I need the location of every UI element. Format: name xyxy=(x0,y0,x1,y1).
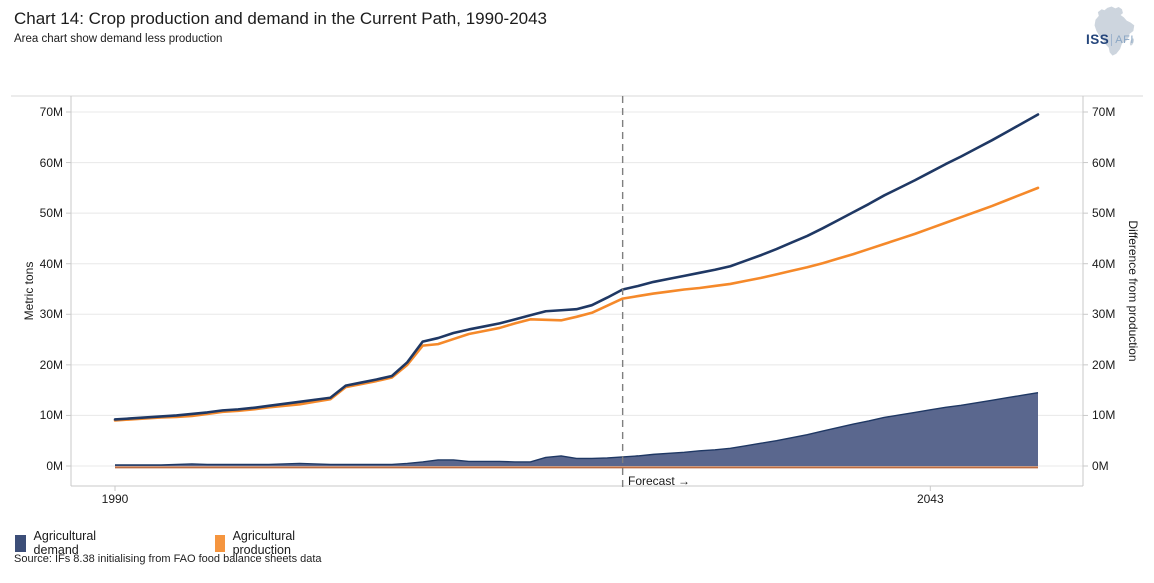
x-tick-label: 1990 xyxy=(101,492,129,506)
production-swatch xyxy=(215,534,225,552)
y-tick-label-left: 0M xyxy=(46,459,63,473)
legend-item-demand[interactable]: Agricultural demand xyxy=(15,529,103,557)
demand-line xyxy=(113,113,1040,421)
y-tick-label-right: 10M xyxy=(1092,408,1116,423)
page-title: Chart 14: Crop production and demand in … xyxy=(14,9,548,28)
y-tick-label-left: 40M xyxy=(39,256,63,271)
logo-afi-label: AFI xyxy=(1115,33,1134,46)
y-tick-label-left: 10M xyxy=(39,408,63,423)
forecast-annotation: Forecast → xyxy=(628,474,691,488)
logo-iss-label: ISS xyxy=(1086,32,1110,47)
legend-item-production[interactable]: Agricultural production xyxy=(215,529,303,557)
x-tick-label: 2043 xyxy=(916,492,944,506)
source-note: Source: IFs 8.38 initialising from FAO f… xyxy=(14,553,322,565)
logo-divider xyxy=(1111,33,1113,46)
y-tick-label-right: 70M xyxy=(1092,105,1116,119)
difference-area-top-edge xyxy=(115,391,1039,466)
production-line xyxy=(113,186,1040,422)
y-tick-label-left: 60M xyxy=(39,155,63,170)
y-tick-label-right: 0M xyxy=(1092,459,1109,473)
page-subtitle: Area chart show demand less production xyxy=(14,33,223,45)
logo-text: ISS AFI xyxy=(1086,32,1134,47)
demand-swatch xyxy=(15,534,26,552)
y-tick-label-right: 20M xyxy=(1092,357,1116,372)
iss-afi-logo: ISS AFI xyxy=(1084,6,1142,58)
y-tick-label-right: 40M xyxy=(1092,256,1116,271)
y-tick-label-left: 50M xyxy=(39,206,63,221)
y-tick-label-right: 30M xyxy=(1092,307,1116,322)
legend-label-production: Agricultural production xyxy=(232,529,296,557)
legend-label-demand: Agricultural demand xyxy=(33,529,97,557)
y-tick-label-left: 20M xyxy=(39,357,63,372)
right-axis-title: Difference from production xyxy=(1126,220,1140,362)
y-tick-label-left: 30M xyxy=(39,307,63,322)
y-tick-label-right: 60M xyxy=(1092,155,1116,170)
africa-map-icon xyxy=(1094,6,1135,56)
difference-area xyxy=(115,392,1038,466)
y-tick-label-right: 50M xyxy=(1092,206,1116,221)
y-tick-label-left: 70M xyxy=(39,105,63,119)
